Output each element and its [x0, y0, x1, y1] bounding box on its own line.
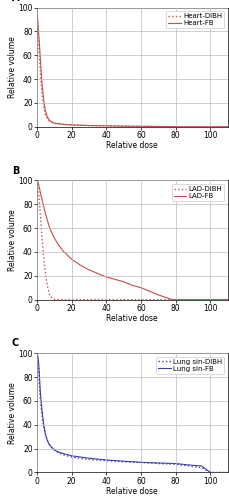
Y-axis label: Relative volume: Relative volume: [8, 36, 17, 98]
Y-axis label: Relative volume: Relative volume: [8, 209, 17, 271]
X-axis label: Relative dose: Relative dose: [106, 487, 157, 496]
Text: A: A: [12, 0, 19, 2]
Legend: Heart-DIBH, Heart-FB: Heart-DIBH, Heart-FB: [166, 11, 223, 28]
Text: C: C: [12, 338, 19, 348]
X-axis label: Relative dose: Relative dose: [106, 142, 157, 150]
Legend: Lung sin-DIBH, Lung sin-FB: Lung sin-DIBH, Lung sin-FB: [155, 356, 223, 374]
Text: B: B: [12, 166, 19, 175]
Legend: LAD-DIBH, LAD-FB: LAD-DIBH, LAD-FB: [171, 184, 223, 201]
Y-axis label: Relative volume: Relative volume: [8, 382, 17, 444]
X-axis label: Relative dose: Relative dose: [106, 314, 157, 323]
